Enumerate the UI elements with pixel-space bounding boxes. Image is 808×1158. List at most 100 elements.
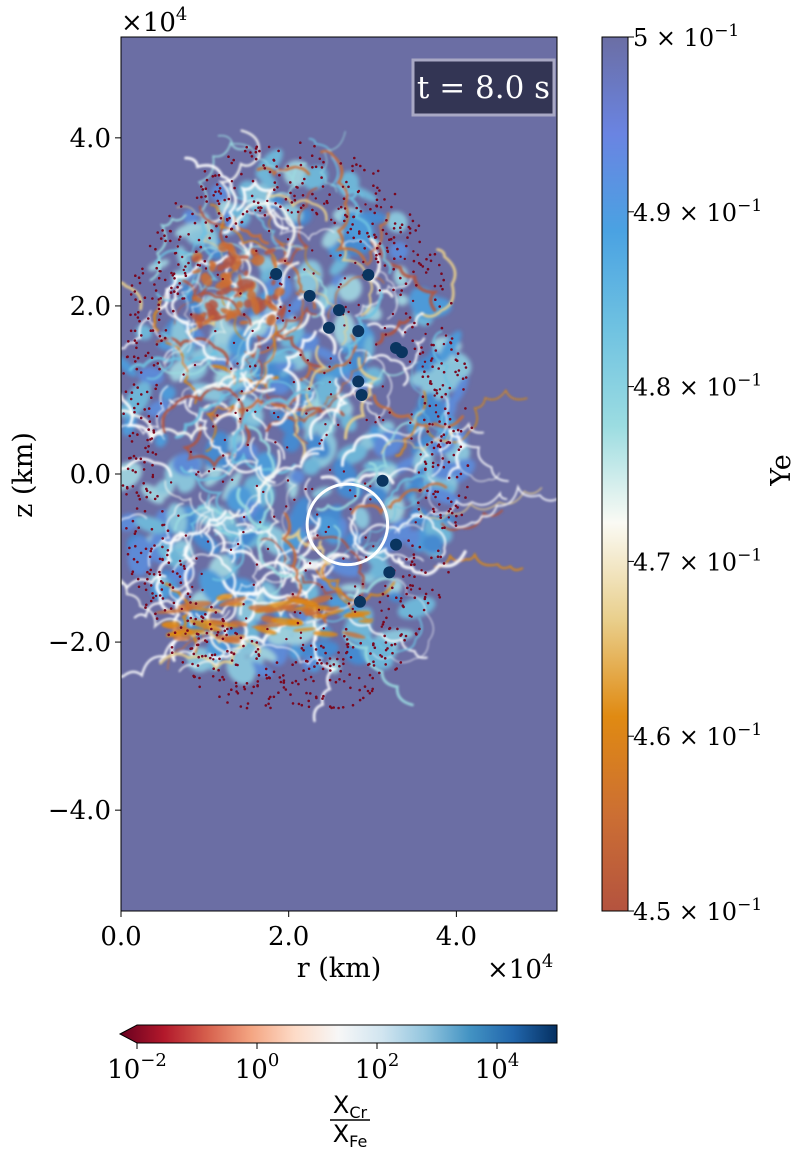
tracer-marker-small	[198, 264, 202, 267]
filament	[128, 327, 220, 372]
tracer-marker-small	[273, 188, 276, 191]
tracer-marker-small	[322, 627, 325, 630]
tracer-marker-small	[163, 336, 167, 340]
tracer-marker-small	[421, 365, 424, 368]
lower-band-blob	[343, 610, 371, 619]
tracer-marker-small	[452, 429, 455, 433]
tracer-marker-small	[293, 198, 297, 202]
tracer-marker-small	[409, 588, 413, 591]
filament	[257, 537, 352, 603]
filament	[303, 378, 334, 435]
tracer-marker-small	[383, 264, 387, 267]
tracer-marker-large	[353, 595, 366, 608]
tracer-marker-small	[410, 437, 413, 440]
lower-band-blob	[218, 596, 247, 607]
tracer-marker-small	[251, 179, 255, 183]
tracer-marker-small	[254, 410, 257, 413]
tracer-marker-large	[362, 268, 375, 281]
tracer-marker-small	[150, 437, 154, 440]
tracer-marker-small	[441, 384, 445, 387]
tracer-marker-small	[133, 339, 137, 342]
tracer-marker-small	[304, 569, 307, 572]
tracer-marker-small	[351, 223, 354, 226]
tracer-marker-small	[440, 435, 443, 438]
filament	[245, 199, 335, 242]
tracer-marker-small	[146, 577, 149, 581]
haze-blob	[227, 328, 253, 357]
filament	[229, 572, 301, 596]
haze-blob	[167, 502, 187, 536]
filament	[174, 348, 260, 439]
tracer-marker-small	[258, 209, 262, 212]
filament	[198, 367, 238, 396]
haze-blob	[311, 346, 339, 362]
tracer-marker-small	[250, 639, 254, 643]
tracer-marker-small	[210, 229, 214, 233]
tracer-marker-small	[230, 227, 233, 231]
tracer-marker-small	[232, 158, 235, 162]
tracer-marker-small	[242, 685, 246, 689]
tracer-marker-small	[466, 464, 470, 467]
tracer-marker-small	[286, 446, 289, 449]
tracer-marker-small	[159, 580, 163, 583]
tracer-marker-small	[405, 244, 408, 248]
tracer-marker-small	[250, 194, 254, 198]
tracer-marker-small	[205, 200, 208, 203]
tracer-marker-small	[421, 351, 425, 354]
tracer-marker-small	[395, 596, 398, 599]
tracer-marker-small	[248, 365, 252, 368]
tracer-marker-small	[431, 461, 435, 465]
tracer-marker-small	[223, 198, 226, 202]
filament	[271, 162, 307, 199]
tracer-marker-small	[126, 552, 130, 556]
tracer-marker-small	[214, 329, 217, 333]
filament	[343, 357, 382, 440]
tracer-marker-small	[148, 572, 151, 576]
tracer-marker-small	[225, 235, 228, 239]
tracer-marker-small	[221, 675, 224, 679]
tracer-marker-small	[197, 238, 201, 242]
tracer-marker-small	[179, 563, 183, 566]
tracer-marker-small	[421, 395, 425, 399]
tracer-marker-small	[144, 446, 147, 450]
tracer-marker-small	[354, 494, 357, 498]
tracer-marker-small	[391, 312, 395, 316]
tracer-marker-small	[136, 316, 140, 319]
tracer-marker-small	[189, 616, 193, 620]
filament	[121, 385, 169, 436]
tracer-marker-small	[431, 423, 434, 426]
tracer-marker-small	[426, 443, 429, 446]
tracer-marker-small	[426, 601, 430, 605]
y-axis-multiplier: ×104	[121, 4, 187, 38]
tracer-marker-small	[390, 205, 393, 209]
tracer-marker-small	[264, 667, 268, 671]
haze-blob	[290, 296, 305, 313]
filament	[256, 165, 311, 177]
tracer-marker-small	[237, 398, 240, 401]
tracer-marker-small	[189, 647, 192, 650]
tracer-marker-small	[407, 539, 410, 542]
tracer-marker-small	[358, 688, 362, 692]
haze-blob	[301, 457, 320, 476]
tracer-marker-small	[173, 277, 176, 280]
x-axis-ticks: 0.0 2.0 4.0	[100, 911, 477, 952]
tracer-marker-small	[378, 671, 381, 675]
tracer-marker-small	[424, 592, 428, 596]
tracer-marker-small	[204, 187, 208, 190]
tracer-marker-small	[255, 484, 259, 488]
tracer-marker-small	[374, 236, 377, 239]
tracer-marker-small	[243, 687, 247, 691]
tracer-marker-small	[204, 639, 207, 642]
filament	[213, 528, 299, 576]
tracer-marker-small	[309, 692, 312, 695]
filament	[372, 394, 464, 429]
tracer-marker-small	[163, 278, 167, 282]
core-blob	[266, 314, 277, 326]
tracer-marker-small	[257, 674, 261, 677]
tracer-marker-small	[441, 287, 444, 291]
haze-blob	[174, 222, 203, 238]
tracer-marker-small	[205, 631, 209, 635]
filament	[236, 487, 303, 579]
tracer-marker-small	[179, 626, 183, 629]
tracer-marker-small	[325, 433, 328, 437]
